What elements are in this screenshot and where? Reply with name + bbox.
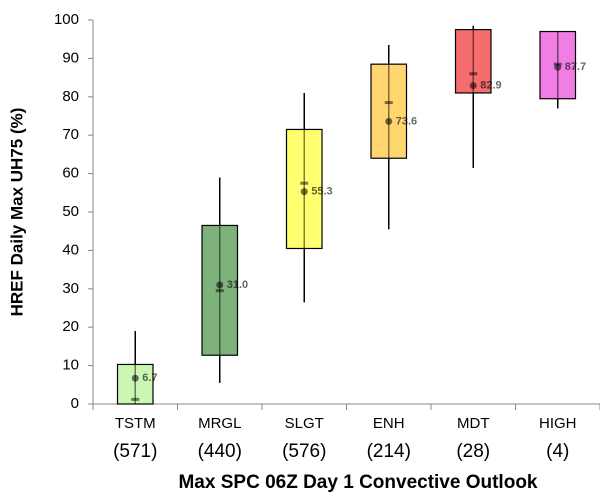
y-tick-label: 20 bbox=[62, 318, 79, 335]
mean-label: 55.3 bbox=[311, 186, 332, 198]
x-count-label: (28) bbox=[456, 441, 490, 462]
mean bbox=[131, 374, 139, 382]
x-tick-label: TSTM bbox=[115, 415, 156, 432]
x-tick-label: HIGH bbox=[539, 415, 577, 432]
x-count-label: (440) bbox=[198, 441, 242, 462]
mean-label: 82.9 bbox=[480, 80, 501, 92]
y-tick-label: 10 bbox=[62, 357, 79, 374]
y-tick-label: 50 bbox=[62, 203, 79, 220]
mean-label: 73.6 bbox=[396, 115, 417, 127]
mean bbox=[554, 63, 562, 71]
y-tick-label: 80 bbox=[62, 88, 79, 105]
x-count-label: (571) bbox=[113, 441, 157, 462]
mean bbox=[469, 82, 477, 90]
y-tick-label: 70 bbox=[62, 126, 79, 143]
mean bbox=[385, 117, 393, 125]
x-axis-label: Max SPC 06Z Day 1 Convective Outlook bbox=[178, 472, 537, 493]
mean-label: 31.0 bbox=[227, 279, 248, 291]
y-tick-label: 40 bbox=[62, 241, 79, 258]
y-axis-label: HREF Daily Max UH75 (%) bbox=[7, 108, 26, 317]
x-count-label: (214) bbox=[367, 441, 411, 462]
y-tick-label: 60 bbox=[62, 165, 79, 182]
x-count-label: (4) bbox=[546, 441, 569, 462]
y-tick-label: 0 bbox=[71, 395, 79, 412]
mean-label: 87.7 bbox=[565, 61, 586, 73]
mean-label: 6.7 bbox=[142, 372, 157, 384]
x-tick-label: MRGL bbox=[198, 415, 241, 432]
mean bbox=[216, 281, 224, 289]
y-tick-label: 90 bbox=[62, 49, 79, 66]
x-tick-label: MDT bbox=[457, 415, 490, 432]
x-tick-label: ENH bbox=[373, 415, 405, 432]
y-tick-label: 30 bbox=[62, 280, 79, 297]
x-count-label: (576) bbox=[282, 441, 326, 462]
y-tick-label: 100 bbox=[54, 11, 79, 28]
mean bbox=[300, 188, 308, 196]
x-tick-label: SLGT bbox=[285, 415, 324, 432]
